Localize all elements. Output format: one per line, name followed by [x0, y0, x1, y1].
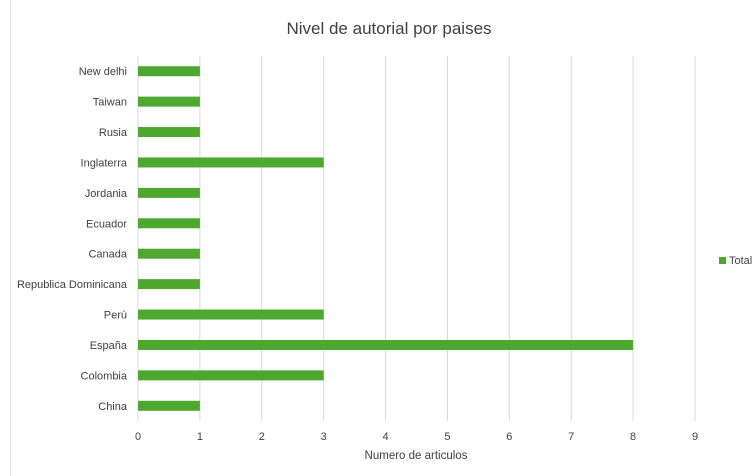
- grid-lines: [137, 56, 696, 421]
- legend-swatch: [719, 257, 726, 264]
- x-tick-label: 8: [630, 431, 636, 443]
- bar: [138, 339, 634, 350]
- bar: [138, 187, 200, 198]
- bar: [138, 66, 200, 77]
- legend: Total: [719, 255, 752, 267]
- frame-left-edge: [10, 0, 11, 476]
- category-labels: New delhi Taiwan Rusia Inglaterra Jordania Ec…: [17, 66, 128, 413]
- x-tick-label: 3: [321, 431, 327, 443]
- x-tick-label: 7: [568, 431, 574, 443]
- legend-label: Total: [729, 255, 752, 267]
- bar: [138, 370, 324, 381]
- category-label: Jordania: [85, 188, 128, 200]
- category-label: España: [90, 340, 128, 352]
- bar: [138, 248, 200, 259]
- category-label: New delhi: [79, 66, 127, 78]
- bar: [138, 400, 200, 411]
- category-label: Perú: [104, 310, 127, 322]
- bar: [138, 279, 200, 290]
- x-axis-title: Numero de articulos: [365, 450, 468, 462]
- x-tick-label: 5: [444, 431, 450, 443]
- bar: [138, 218, 200, 229]
- category-label: Taiwan: [93, 97, 127, 109]
- category-label: China: [98, 401, 128, 413]
- x-tick-label: 2: [259, 431, 265, 443]
- bar: [138, 96, 200, 107]
- category-label: Ecuador: [86, 218, 127, 230]
- chart-title: Nivel de autorial por paises: [286, 19, 491, 38]
- x-tick-label: 9: [692, 431, 698, 443]
- category-label: Rusia: [99, 127, 128, 139]
- category-label: Canada: [88, 249, 127, 261]
- x-tick-label: 6: [506, 431, 512, 443]
- bar: [138, 157, 324, 168]
- x-tick-labels: 0 1 2 3 4 5 6 7 8 9: [135, 431, 698, 443]
- x-tick-label: 0: [135, 431, 141, 443]
- bar: [138, 309, 324, 320]
- x-tick-label: 1: [197, 431, 203, 443]
- bars: [138, 66, 634, 411]
- category-label: Republica Dominicana: [17, 279, 128, 291]
- x-tick-label: 4: [382, 431, 388, 443]
- category-label: Colombia: [81, 370, 128, 382]
- bar: [138, 127, 200, 138]
- category-label: Inglaterra: [81, 157, 128, 169]
